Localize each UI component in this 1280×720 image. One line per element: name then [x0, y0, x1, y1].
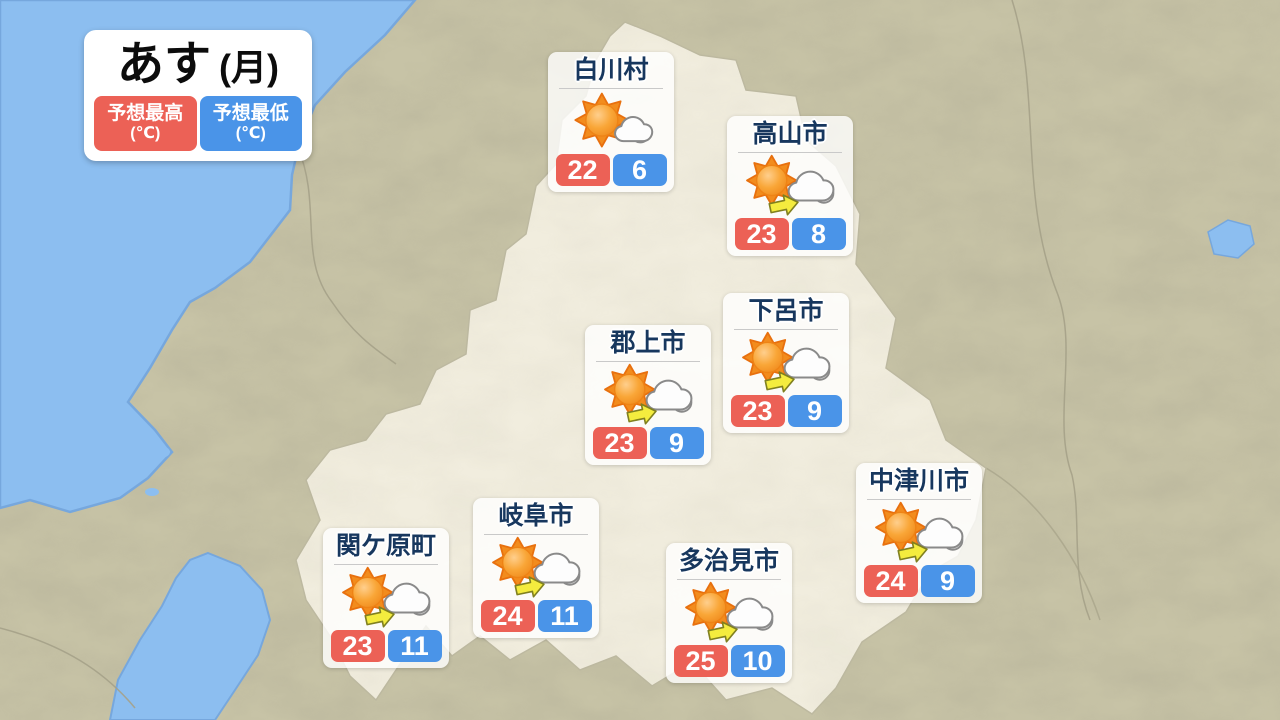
divider: [734, 328, 838, 330]
temperature-row: 22 6: [554, 153, 668, 186]
city-name: 関ケ原町: [335, 532, 436, 560]
water-body: [145, 488, 159, 496]
high-temp: 24: [863, 564, 918, 597]
high-temp: 24: [480, 599, 535, 632]
city-weather-marker: 多治見市 25 10: [666, 543, 792, 683]
prefecture-border-line: [1011, 0, 1091, 621]
temperature-row: 23 9: [729, 394, 843, 427]
city-weather-marker: 中津川市 24 9: [856, 463, 982, 603]
city-name: 岐阜市: [498, 502, 574, 530]
high-temp: 22: [555, 153, 610, 186]
lake-suwa: [1207, 219, 1255, 259]
water-body: [52, 482, 68, 492]
low-temp: 8: [791, 217, 846, 250]
low-temp: 11: [537, 599, 592, 632]
high-temp: 23: [734, 217, 789, 250]
divider: [677, 578, 781, 580]
temperature-row: 23 11: [329, 629, 443, 662]
city-name: 高山市: [752, 120, 828, 148]
prefecture-border-line: [985, 467, 1101, 621]
divider: [484, 533, 588, 535]
temperature-row: 23 9: [591, 426, 705, 459]
sun-then-cloud-icon: [492, 536, 581, 598]
temperature-row: 23 8: [733, 217, 847, 250]
low-temp: 6: [612, 153, 667, 186]
weather-icon-slot: [862, 501, 976, 563]
city-name: 郡上市: [610, 329, 686, 357]
weather-icon-slot: [729, 331, 843, 393]
city-name: 多治見市: [678, 547, 779, 575]
legend-high-label: 予想最高: [107, 102, 184, 124]
city-name: 白川村: [573, 56, 649, 84]
legend-low-unit: (℃): [235, 124, 266, 142]
low-temp: 9: [787, 394, 842, 427]
city-name: 下呂市: [748, 297, 824, 325]
lake-biwa: [108, 551, 272, 720]
forecast-title: あす (月): [94, 38, 302, 90]
city-weather-marker: 郡上市 23 9: [585, 325, 711, 465]
city-weather-marker: 関ケ原町 23 11: [323, 528, 449, 668]
high-temp: 23: [592, 426, 647, 459]
water-body: [198, 681, 216, 691]
city-name: 中津川市: [868, 467, 969, 495]
weather-icon-slot: [672, 581, 786, 643]
city-weather-marker: 下呂市 23 9: [723, 293, 849, 433]
sun-then-cloud-icon: [604, 363, 693, 425]
high-temp: 25: [673, 644, 728, 677]
high-temp: 23: [730, 394, 785, 427]
low-temp: 9: [649, 426, 704, 459]
low-temp: 9: [920, 564, 975, 597]
legend-high-temp: 予想最高 (℃): [94, 95, 197, 151]
divider: [559, 87, 663, 89]
weather-icon-slot: [591, 363, 705, 425]
legend-low-temp: 予想最低 (℃): [199, 95, 302, 151]
water-body: [150, 446, 170, 458]
sun-then-cloud-icon: [685, 581, 774, 643]
high-temp: 23: [330, 629, 385, 662]
weather-icon-slot: [733, 154, 847, 216]
low-temp: 10: [730, 644, 785, 677]
prefecture-border-line: [297, 147, 397, 365]
temperature-row: 24 9: [862, 564, 976, 597]
divider: [334, 563, 438, 565]
divider: [596, 360, 700, 362]
temperature-row: 25 10: [672, 644, 786, 677]
city-weather-marker: 岐阜市 24 11: [473, 498, 599, 638]
legend-low-label: 予想最低: [212, 102, 289, 124]
temperature-row: 24 11: [479, 599, 593, 632]
sun-then-cloud-icon: [875, 501, 964, 563]
sun-cloud-icon: [574, 92, 654, 148]
city-weather-marker: 白川村 22 6: [548, 52, 674, 192]
divider: [867, 498, 971, 500]
divider: [738, 151, 842, 153]
sun-then-cloud-icon: [742, 331, 831, 393]
weather-icon-slot: [479, 536, 593, 598]
sun-then-cloud-icon: [746, 154, 835, 216]
forecast-day-label: あす: [117, 37, 211, 90]
legend-high-unit: (℃): [130, 124, 161, 142]
low-temp: 11: [387, 629, 442, 662]
weather-icon-slot: [329, 566, 443, 628]
legend-panel: あす (月) 予想最高 (℃) 予想最低 (℃): [84, 30, 312, 161]
sun-then-cloud-icon: [342, 566, 431, 628]
forecast-weekday-label: (月): [219, 47, 279, 88]
city-weather-marker: 高山市 23 8: [727, 116, 853, 256]
prefecture-border-line: [0, 627, 136, 709]
weather-icon-slot: [554, 90, 668, 152]
